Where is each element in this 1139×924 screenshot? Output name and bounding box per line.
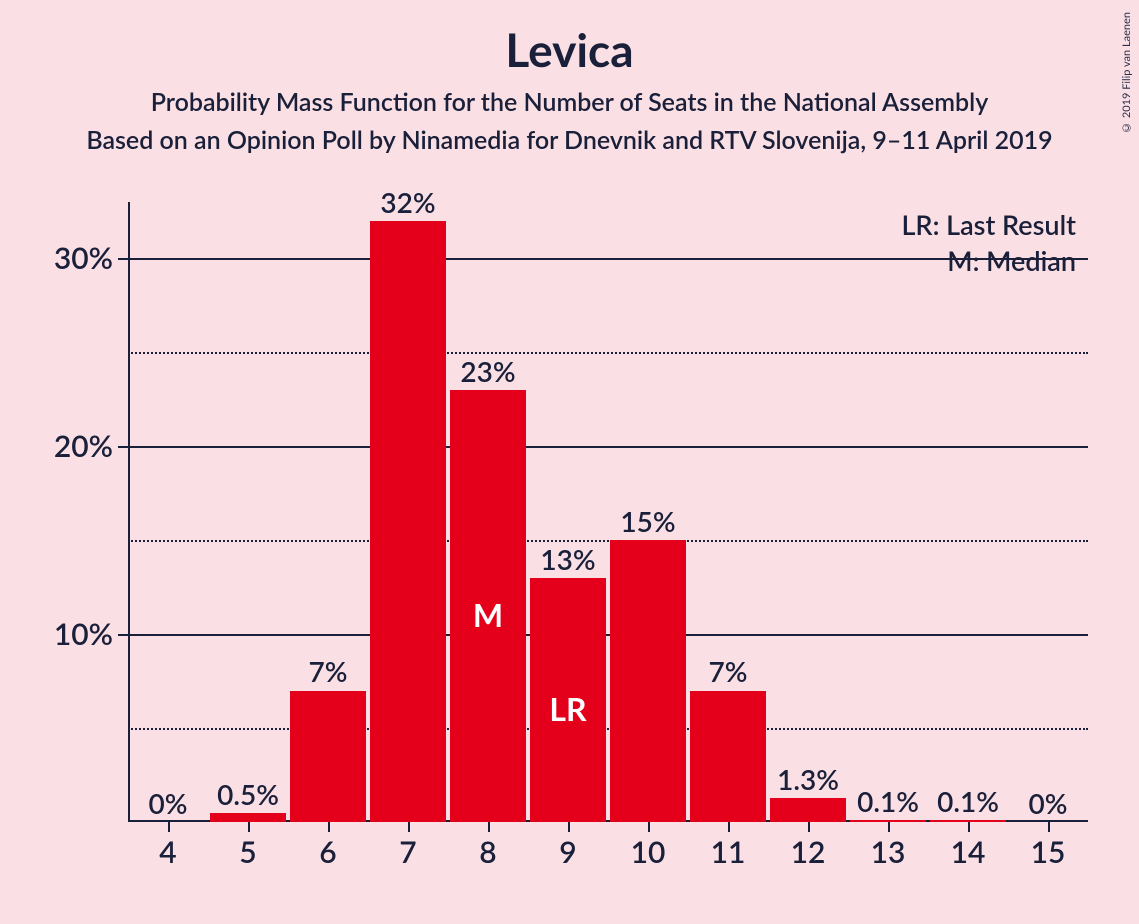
bar <box>770 798 846 822</box>
bar-value-label: 1.3% <box>777 762 839 796</box>
y-tick-label: 20% <box>3 428 113 464</box>
x-tick-mark <box>808 822 810 832</box>
bar-value-label: 0% <box>149 786 188 820</box>
bar-value-label: 15% <box>620 504 675 538</box>
x-tick-mark <box>1048 822 1050 832</box>
x-tick-label: 13 <box>871 834 906 870</box>
chart-title: Levica <box>0 0 1139 77</box>
bar-annotation: LR <box>549 689 586 728</box>
y-tick-label: 30% <box>3 240 113 276</box>
grid-minor <box>128 352 1088 354</box>
x-tick-mark <box>488 822 490 832</box>
bar-value-label: 23% <box>460 354 515 388</box>
x-tick-mark <box>568 822 570 832</box>
y-tick-mark <box>118 634 128 636</box>
x-tick-mark <box>968 822 970 832</box>
x-tick-label: 9 <box>559 834 576 870</box>
bar-value-label: 0% <box>1029 786 1068 820</box>
bar <box>290 691 366 823</box>
x-tick-mark <box>888 822 890 832</box>
bar <box>850 820 926 822</box>
bar-annotation: M <box>473 595 503 634</box>
bar-value-label: 0.5% <box>217 777 279 811</box>
y-tick-mark <box>118 446 128 448</box>
bar <box>610 540 686 822</box>
bar <box>690 691 766 823</box>
chart-plot-area: LR: Last Result M: Median 10%20%30%45678… <box>128 202 1088 822</box>
grid-major <box>128 446 1088 448</box>
x-tick-mark <box>408 822 410 832</box>
x-tick-label: 6 <box>319 834 336 870</box>
y-tick-label: 10% <box>3 616 113 652</box>
bar-value-label: 7% <box>709 654 748 688</box>
x-tick-label: 11 <box>711 834 746 870</box>
bar-value-label: 0.1% <box>937 784 999 818</box>
grid-minor <box>128 540 1088 542</box>
bar <box>370 221 446 822</box>
chart-subtitle-2: Based on an Opinion Poll by Ninamedia fo… <box>0 125 1139 155</box>
copyright-text: © 2019 Filip van Laenen <box>1120 12 1133 134</box>
grid-major <box>128 258 1088 260</box>
bar <box>930 820 1006 822</box>
x-tick-label: 10 <box>631 834 666 870</box>
x-tick-mark <box>248 822 250 832</box>
bar <box>210 813 286 822</box>
x-tick-mark <box>728 822 730 832</box>
grid-minor <box>128 728 1088 730</box>
bar-value-label: 0.1% <box>857 784 919 818</box>
x-tick-mark <box>168 822 170 832</box>
x-tick-label: 8 <box>479 834 496 870</box>
y-tick-mark <box>118 258 128 260</box>
x-tick-label: 14 <box>951 834 986 870</box>
x-tick-label: 5 <box>239 834 256 870</box>
x-tick-label: 4 <box>159 834 176 870</box>
x-tick-label: 7 <box>399 834 416 870</box>
x-tick-label: 12 <box>791 834 826 870</box>
bar-value-label: 7% <box>309 654 348 688</box>
legend-lr: LR: Last Result <box>901 208 1076 241</box>
grid-major <box>128 634 1088 636</box>
x-tick-mark <box>648 822 650 832</box>
bar-value-label: 32% <box>380 185 435 219</box>
x-tick-label: 15 <box>1031 834 1066 870</box>
bar-value-label: 13% <box>540 542 595 576</box>
chart-subtitle-1: Probability Mass Function for the Number… <box>0 87 1139 117</box>
x-tick-mark <box>328 822 330 832</box>
legend-m: M: Median <box>947 244 1076 277</box>
